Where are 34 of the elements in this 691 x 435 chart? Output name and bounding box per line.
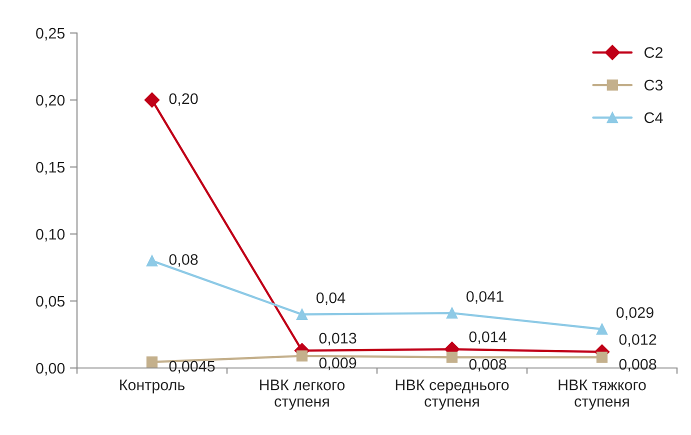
y-tick-label: 0,10	[36, 228, 65, 242]
data-label: 0,041	[466, 291, 504, 304]
point	[146, 356, 158, 368]
y-tick-label: 0,05	[36, 296, 65, 308]
x-tick-label: НВК тяжкого ступеня	[558, 380, 646, 410]
point	[596, 352, 608, 363]
point	[296, 350, 308, 362]
legend-label: C4	[644, 112, 663, 124]
data-label: 0,013	[319, 332, 356, 346]
point	[446, 352, 458, 363]
legend-label: C2	[644, 47, 662, 58]
y-tick-label: 0,15	[36, 162, 65, 174]
legend-label: C3	[644, 80, 663, 91]
data-label: 0,20	[169, 93, 198, 106]
x-tick-label: НВК легкого ступеня	[260, 380, 345, 410]
data-label: 0,0045	[169, 360, 215, 374]
data-label: 0,014	[469, 331, 506, 344]
data-label: 0,008	[619, 358, 656, 372]
point	[144, 92, 160, 108]
point	[296, 308, 308, 320]
y-tick-label: 0,20	[36, 94, 65, 108]
y-tick-label: 0,25	[36, 28, 65, 40]
x-tick-label: Контроль	[120, 380, 185, 394]
point	[446, 308, 458, 319]
point	[596, 324, 608, 335]
data-label: 0,012	[619, 334, 656, 347]
data-label: 0,008	[469, 358, 506, 372]
data-label: 0,009	[319, 358, 356, 370]
data-label: 0,04	[316, 292, 346, 306]
y-tick-label: 0,00	[36, 362, 65, 376]
x-tick-label: НВК середнього ступеня	[396, 380, 509, 410]
data-label: 0,08	[169, 254, 198, 267]
point	[146, 255, 158, 266]
data-label: 0,029	[616, 307, 654, 320]
